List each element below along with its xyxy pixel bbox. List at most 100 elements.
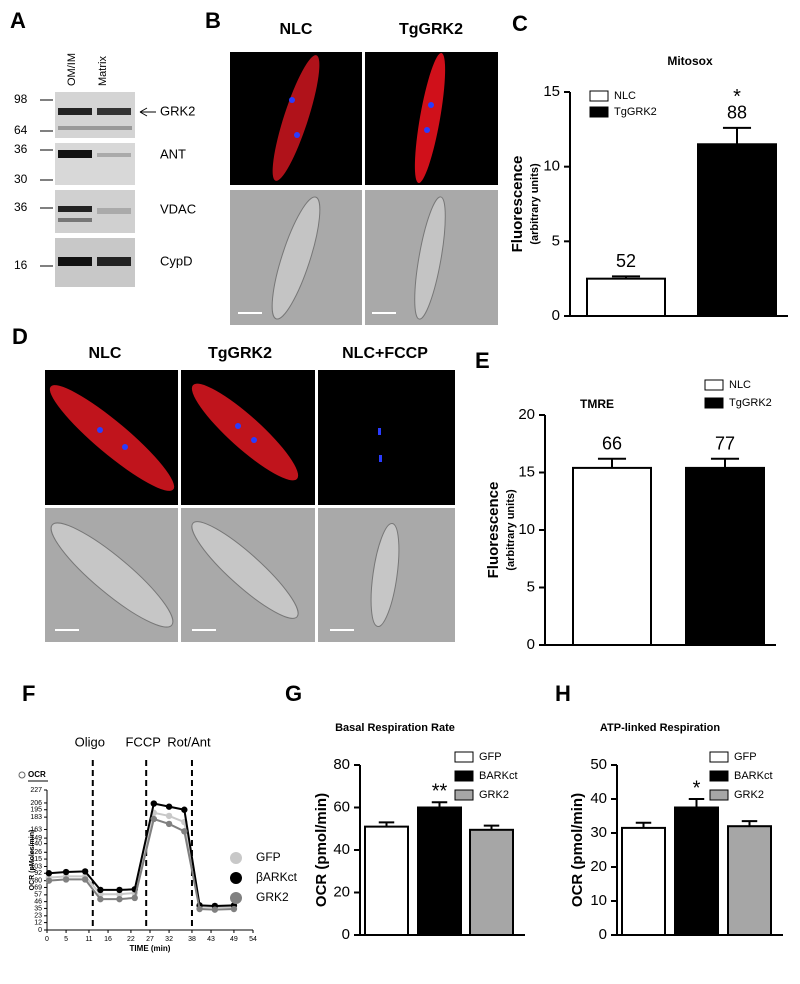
- y-tick-label: 10: [543, 158, 560, 175]
- y-tick-label: 0: [342, 926, 350, 943]
- y-tick-label: 30: [590, 824, 607, 841]
- marker-label: 98: [14, 92, 28, 106]
- y-tick-label: 0: [552, 307, 560, 324]
- y-tick-label: 15: [543, 83, 560, 100]
- point: [116, 886, 123, 894]
- y-tick-label: 80: [333, 756, 350, 773]
- x-tick-label: 43: [207, 936, 215, 943]
- bar: [364, 825, 409, 936]
- x-tick-label: 54: [249, 936, 257, 943]
- y-axis-label: OCR (pmol/min): [569, 793, 586, 907]
- x-tick-label: 27: [146, 936, 154, 943]
- legend-label: GRK2: [479, 789, 509, 801]
- point: [211, 906, 219, 913]
- bar: [417, 806, 462, 936]
- y-tick-label: 227: [30, 787, 42, 794]
- y-tick-label: 80: [34, 878, 42, 885]
- y-tick-label: 40: [333, 841, 350, 858]
- y-tick-label: 10: [518, 521, 535, 538]
- x-tick-label: 38: [188, 936, 196, 943]
- legend-swatch: [709, 770, 729, 782]
- point: [150, 800, 158, 807]
- legend-label: GFP: [256, 850, 281, 864]
- legend-label: BARKct: [734, 770, 773, 782]
- legend-title: OCR: [28, 770, 46, 779]
- legend-swatch: [454, 770, 474, 782]
- point: [181, 806, 188, 813]
- error-bar: [710, 457, 740, 468]
- point: [62, 868, 70, 876]
- error-bar: [431, 801, 448, 808]
- n-label: 52: [616, 251, 636, 271]
- legend-swatch: [709, 751, 729, 763]
- x-tick-label: 22: [127, 936, 135, 943]
- y-tick-label: 46: [34, 898, 42, 905]
- y-tick-label: 195: [30, 807, 42, 814]
- point: [62, 876, 70, 883]
- bar: [469, 828, 514, 936]
- point: [116, 895, 123, 903]
- chart-title: ATP-linked Respiration: [600, 722, 720, 734]
- point: [81, 876, 89, 883]
- column-title: NLC+FCCP: [342, 345, 428, 362]
- significance: *: [733, 86, 741, 108]
- band-label: CypD: [160, 253, 193, 268]
- error-bar: [741, 820, 758, 827]
- lane-label: OM/IM: [66, 53, 78, 86]
- legend-marker: [230, 852, 242, 864]
- legend-swatch: [589, 90, 609, 102]
- point: [97, 886, 104, 894]
- legend-swatch: [454, 751, 474, 763]
- x-tick-label: 5: [64, 936, 68, 943]
- marker-label: 64: [14, 123, 28, 137]
- y-tick-label: 15: [518, 463, 535, 480]
- chart-title: Mitosox: [667, 54, 713, 68]
- y-tick-label: 0: [599, 926, 607, 943]
- point: [165, 812, 173, 820]
- x-axis-label: TIME (min): [130, 944, 171, 953]
- significance: **: [432, 780, 448, 802]
- panel-letter: E: [475, 348, 490, 373]
- line: [48, 802, 234, 907]
- point: [131, 894, 138, 902]
- legend-label: GFP: [734, 751, 757, 763]
- micrographs-b: [230, 52, 498, 325]
- y-axis-label: Fluorescence: [509, 156, 526, 253]
- marker-label: 36: [14, 142, 28, 156]
- bar: [586, 277, 666, 317]
- legend-label: NLC: [729, 379, 751, 391]
- error-bar: [611, 275, 641, 279]
- y-tick-label: 0: [38, 927, 42, 934]
- legend-swatch: [709, 789, 729, 801]
- bar: [572, 466, 652, 646]
- legend-marker: [230, 872, 242, 884]
- marker-label: 16: [14, 258, 28, 272]
- y-tick-label: 23: [34, 913, 42, 920]
- y-axis-label: Fluorescence: [485, 482, 502, 579]
- panel-letter: C: [512, 11, 528, 36]
- legend-swatch: [454, 789, 474, 801]
- y-tick-label: 140: [30, 841, 42, 848]
- bar: [674, 806, 719, 936]
- y-tick-label: 0: [527, 636, 535, 653]
- legend-label: GFP: [479, 751, 502, 763]
- legend-label: BARKct: [479, 770, 518, 782]
- legend-label: TgGRK2: [729, 397, 772, 409]
- y-tick-label: 50: [590, 756, 607, 773]
- chart-title: TMRE: [580, 397, 614, 411]
- y-tick-label: 40: [590, 790, 607, 807]
- significance: *: [693, 777, 701, 799]
- y-tick-label: 60: [333, 798, 350, 815]
- panel-letter: B: [205, 8, 221, 33]
- y-tick-label: 183: [30, 814, 42, 821]
- y-tick-label: 5: [552, 232, 560, 249]
- error-bar: [635, 821, 652, 828]
- y-axis-label: OCR (pmol/min): [313, 793, 330, 907]
- bar: [697, 143, 777, 317]
- legend-marker: [230, 892, 242, 904]
- y-tick-label: 206: [30, 800, 42, 807]
- y-tick-label: 69: [34, 884, 42, 891]
- band-label: VDAC: [160, 201, 196, 216]
- y-tick-label: 149: [30, 835, 42, 842]
- error-bar: [597, 457, 627, 468]
